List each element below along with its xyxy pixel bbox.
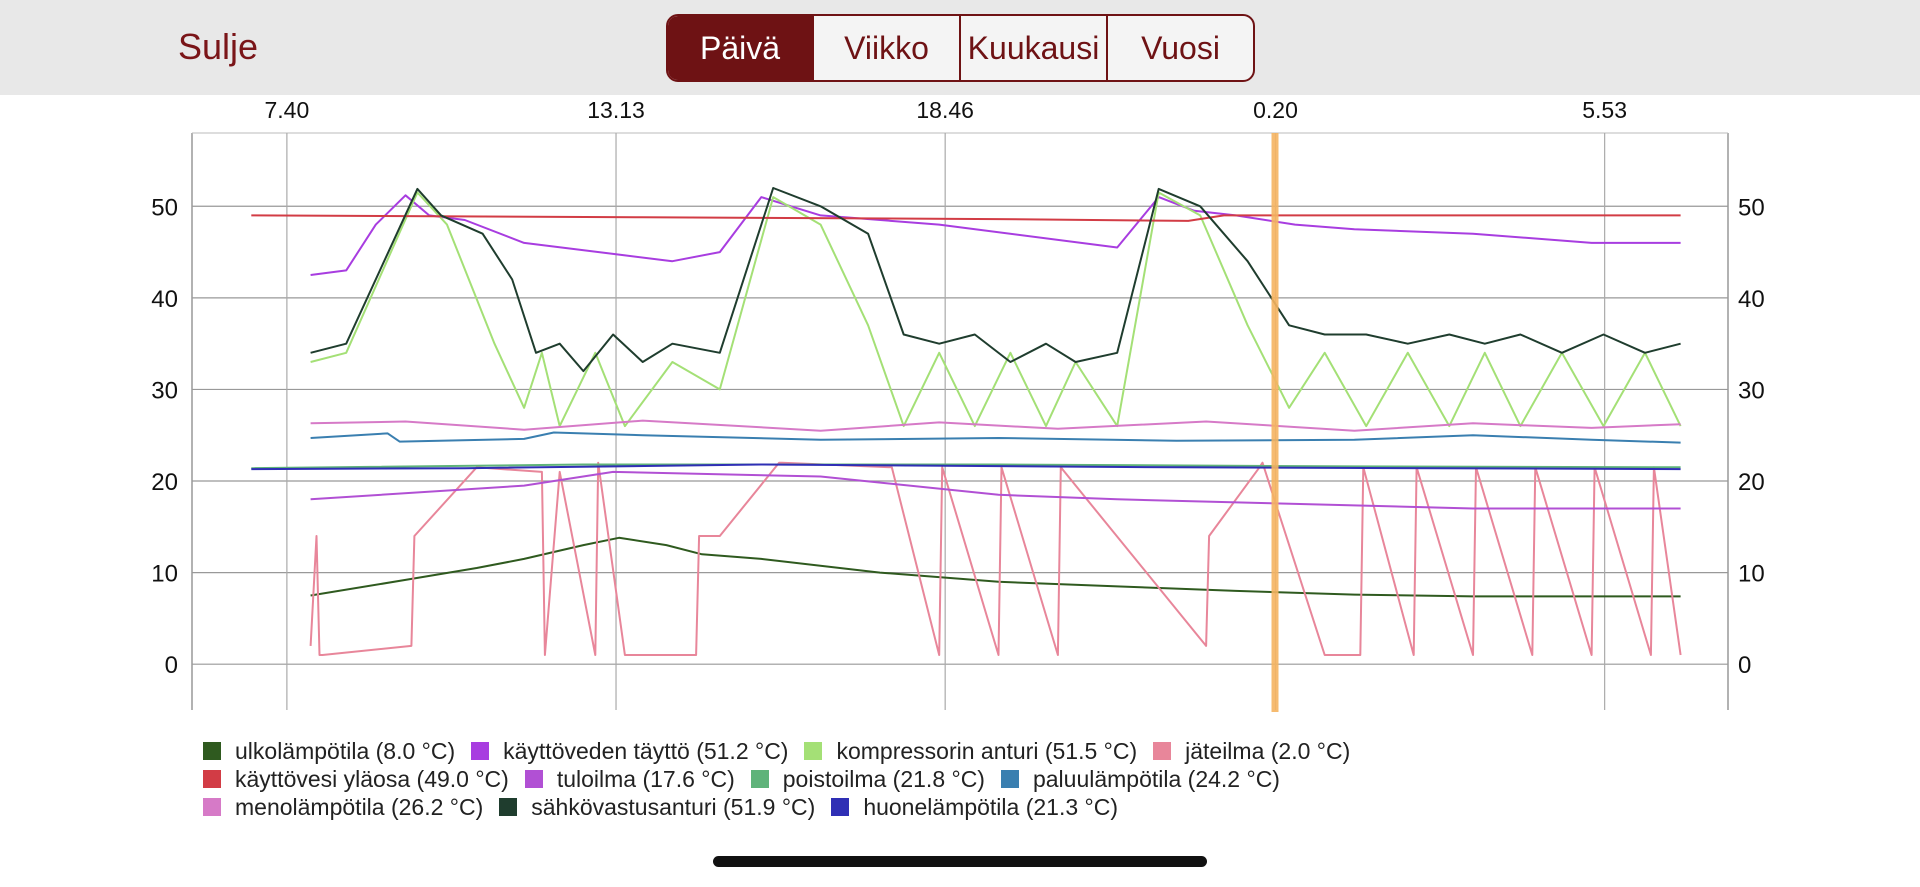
legend-swatch — [1153, 742, 1172, 760]
legend-item: poistoilma (21.8 °C) — [750, 765, 985, 793]
x-tick-label: 5.53 — [1582, 97, 1627, 123]
series-line-7 — [310, 431, 1681, 444]
y-tick-label-right: 10 — [1738, 561, 1765, 588]
legend-swatch — [804, 742, 823, 760]
y-tick-label-right: 40 — [1738, 286, 1765, 313]
legend-row: menolämpötila (26.2 °C) sähkövastusanturi… — [203, 793, 1803, 821]
legend-swatch — [524, 770, 543, 788]
tab-month[interactable]: Kuukausi — [959, 16, 1106, 80]
legend-row: ulkolämpötila (8.0 °C) käyttöveden täyttö… — [203, 737, 1803, 765]
legend-label: ulkolämpötila (8.0 °C) — [235, 737, 456, 764]
series-line-6 — [251, 463, 1681, 470]
legend-item: ulkolämpötila (8.0 °C) — [203, 738, 455, 765]
series-line-3 — [309, 461, 1682, 656]
series-line-8 — [310, 419, 1681, 432]
y-tick-label-left: 40 — [151, 286, 178, 313]
legend-row: käyttövesi yläosa (49.0 °C) tuloilma (17.… — [203, 765, 1803, 793]
legend-swatch — [203, 742, 221, 760]
x-tick-label: 13.13 — [587, 97, 645, 123]
legend-item: käyttöveden täyttö (51.2 °C) — [471, 738, 788, 765]
time-cursor — [1271, 133, 1279, 712]
x-tick-label: 0.20 — [1253, 97, 1298, 123]
legend-swatch — [471, 742, 490, 760]
x-tick-label: 7.40 — [265, 97, 310, 123]
chart-legend: ulkolämpötila (8.0 °C) käyttöveden täyttö… — [203, 737, 1803, 821]
legend-label: poistoilma (21.8 °C) — [782, 765, 985, 792]
legend-item: kompressorin anturi (51.5 °C) — [804, 738, 1137, 765]
series-line-4 — [251, 214, 1681, 222]
tab-week[interactable]: Viikko — [812, 16, 959, 80]
legend-swatch — [1000, 770, 1019, 788]
close-button[interactable]: Sulje — [178, 26, 259, 67]
legend-item: paluulämpötila (24.2 °C) — [1000, 765, 1280, 793]
legend-item: jäteilma (2.0 °C) — [1153, 738, 1350, 765]
legend-label: kompressorin anturi (51.5 °C) — [836, 737, 1138, 764]
period-selector: Päivä Viikko Kuukausi Vuosi — [666, 14, 1255, 82]
y-tick-label-left: 50 — [151, 194, 178, 221]
legend-label: käyttöveden täyttö (51.2 °C) — [503, 737, 789, 764]
legend-label: huonelämpötila (21.3 °C) — [863, 793, 1118, 820]
legend-item: tuloilma (17.6 °C) — [524, 765, 735, 793]
y-tick-label-right: 0 — [1738, 652, 1751, 679]
legend-label: paluulämpötila (24.2 °C) — [1032, 765, 1280, 792]
y-tick-label-right: 20 — [1738, 469, 1765, 496]
series-line-5 — [310, 470, 1681, 510]
legend-swatch — [831, 798, 850, 816]
top-bar: Sulje Päivä Viikko Kuukausi Vuosi — [0, 0, 1920, 95]
legend-label: sähkövastusanturi (51.9 °C) — [531, 793, 816, 820]
series-line-0 — [310, 536, 1681, 598]
series-line-2 — [310, 191, 1682, 428]
temperature-chart[interactable]: 0 0 10 10 20 20 30 30 40 40 50 50 7.40 13.13 18.46 0.20… — [0, 95, 1920, 725]
tab-year[interactable]: Vuosi — [1106, 16, 1253, 80]
legend-label: käyttövesi yläosa (49.0 °C) — [235, 765, 509, 792]
tab-day[interactable]: Päivä — [668, 16, 812, 80]
series-line-9 — [310, 187, 1681, 373]
legend-swatch — [203, 798, 221, 816]
legend-item: sähkövastusanturi (51.9 °C) — [499, 794, 815, 821]
legend-label: menolämpötila (26.2 °C) — [235, 793, 484, 820]
y-tick-label-right: 50 — [1738, 194, 1765, 221]
legend-label: tuloilma (17.6 °C) — [556, 765, 735, 792]
x-tick-label: 18.46 — [916, 97, 974, 123]
y-tick-label-left: 30 — [151, 377, 178, 404]
legend-swatch — [750, 770, 769, 788]
y-tick-label-left: 20 — [151, 469, 178, 496]
legend-item: huonelämpötila (21.3 °C) — [831, 794, 1118, 821]
y-tick-label-left: 10 — [151, 561, 178, 588]
legend-swatch — [499, 798, 518, 816]
y-tick-label-left: 0 — [165, 652, 178, 679]
series-line-1 — [310, 194, 1681, 276]
series-line-10 — [251, 463, 1681, 471]
y-tick-label-right: 30 — [1738, 377, 1765, 404]
legend-item: käyttövesi yläosa (49.0 °C) — [203, 766, 509, 793]
legend-label: jäteilma (2.0 °C) — [1185, 737, 1351, 764]
home-indicator — [713, 856, 1207, 867]
legend-item: menolämpötila (26.2 °C) — [203, 794, 483, 821]
legend-swatch — [203, 770, 221, 788]
